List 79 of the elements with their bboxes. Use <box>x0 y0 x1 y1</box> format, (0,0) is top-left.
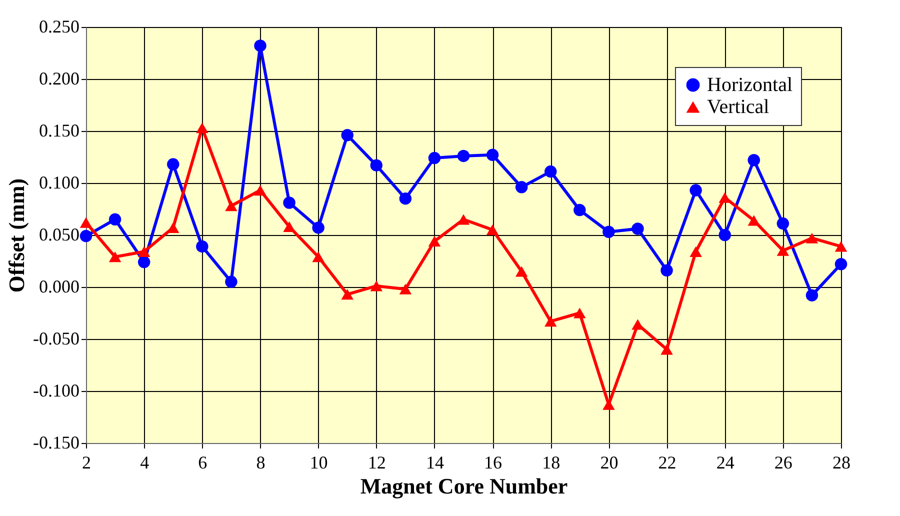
point <box>428 152 441 164</box>
point <box>399 284 412 294</box>
point <box>718 228 731 242</box>
x-tick-label: 10 <box>310 452 328 472</box>
point <box>254 40 266 52</box>
point <box>225 200 238 212</box>
point <box>370 159 383 172</box>
y-axis-title: Offset (mm) <box>4 178 30 293</box>
point <box>515 181 528 194</box>
point <box>486 148 499 162</box>
point <box>544 316 557 327</box>
point <box>776 217 790 230</box>
point <box>660 264 673 276</box>
y-tick-label: 0.100 <box>39 172 80 192</box>
point <box>515 266 528 277</box>
point <box>283 196 296 209</box>
point <box>486 224 499 236</box>
point <box>806 232 818 244</box>
point <box>602 399 615 410</box>
point <box>312 252 324 262</box>
x-tick-label: 4 <box>140 452 150 472</box>
x-tick-label: 26 <box>774 452 792 472</box>
point <box>254 184 266 196</box>
legend-label: Horizontal <box>707 74 793 96</box>
point <box>80 217 92 228</box>
x-tick-label: 6 <box>198 452 208 472</box>
legend-label: Vertical <box>707 96 770 118</box>
point <box>457 150 470 162</box>
x-axis-title: Magnet Core Number <box>360 474 568 498</box>
y-tick-label: -0.050 <box>33 328 80 348</box>
x-tick-label: 8 <box>256 452 266 472</box>
x-tick-label: 2 <box>82 452 91 472</box>
point <box>341 288 354 300</box>
point <box>834 258 848 270</box>
point <box>776 245 790 256</box>
point <box>748 215 760 226</box>
x-tick-label: 18 <box>542 452 560 472</box>
point <box>138 246 150 257</box>
x-tick-label: 16 <box>484 452 502 472</box>
x-tick-label: 24 <box>716 452 734 472</box>
y-tick-label: 0.000 <box>39 276 80 296</box>
point <box>196 122 208 134</box>
point <box>690 184 702 196</box>
y-tick-label: 0.150 <box>39 120 80 140</box>
point <box>834 241 848 252</box>
point <box>574 204 586 216</box>
point <box>196 240 208 253</box>
point <box>138 256 150 268</box>
x-tick-label: 20 <box>600 452 618 472</box>
point <box>341 129 354 142</box>
point <box>574 308 586 318</box>
y-tick-label: 0.050 <box>39 224 80 244</box>
y-tick-label: -0.100 <box>33 380 80 400</box>
point <box>312 222 324 234</box>
y-tick-label: -0.150 <box>33 432 80 452</box>
x-tick-label: 12 <box>368 452 386 472</box>
x-tick-label: 14 <box>426 452 444 472</box>
point <box>602 226 615 238</box>
point <box>80 230 92 242</box>
y-tick-label: 0.200 <box>39 68 80 88</box>
point <box>806 289 818 302</box>
point <box>166 158 180 170</box>
point <box>660 344 673 355</box>
point <box>370 280 383 292</box>
point <box>748 154 760 166</box>
x-tick-label: 28 <box>832 452 850 472</box>
y-tick-label: 0.250 <box>39 16 80 36</box>
point <box>225 276 238 288</box>
point <box>457 214 470 225</box>
point <box>283 221 296 232</box>
point <box>108 213 122 226</box>
point <box>108 252 122 262</box>
point <box>718 192 731 203</box>
x-tick-label: 22 <box>658 452 676 472</box>
point <box>690 246 702 257</box>
point <box>428 236 441 247</box>
point <box>632 222 644 235</box>
point <box>399 192 412 205</box>
point <box>544 165 557 178</box>
